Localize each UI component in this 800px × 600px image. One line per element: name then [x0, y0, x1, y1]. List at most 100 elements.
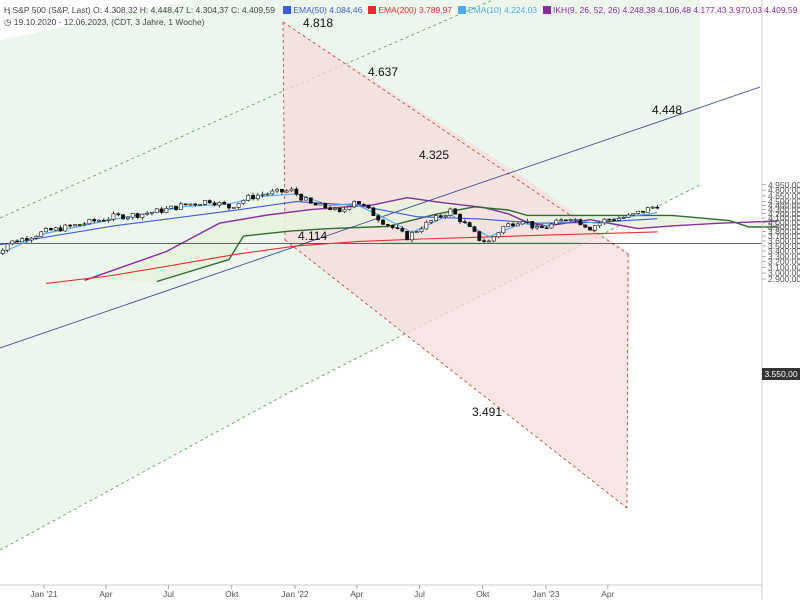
candle-body [294, 188, 299, 195]
candle-body [655, 206, 660, 209]
candle-body [231, 207, 236, 209]
y-tick-label: 3.100,00 [768, 262, 800, 272]
candle-body [24, 238, 29, 241]
candle-body [5, 243, 10, 251]
candle-body [299, 193, 304, 201]
candle-body [207, 200, 212, 204]
candle-body [116, 213, 121, 216]
candle-body [227, 203, 231, 209]
candle-body [520, 221, 525, 225]
candle-body [636, 210, 641, 214]
candle-body [313, 202, 318, 206]
candle-body [414, 231, 419, 233]
candle-body [337, 208, 342, 213]
candle-body [29, 237, 34, 241]
candle-body [77, 224, 82, 226]
candle-body [265, 193, 270, 196]
candle-body [260, 193, 265, 196]
candle-body [602, 218, 607, 224]
candle-body [20, 238, 24, 243]
ichimoku-span-a [84, 196, 778, 281]
candle-body [467, 222, 472, 228]
candle-body [63, 224, 68, 232]
candle-body [530, 221, 535, 229]
candle-body [410, 232, 414, 241]
candle-body [645, 207, 650, 213]
candle-body [621, 217, 626, 219]
y-tick-label: 4.500,00 [768, 197, 800, 207]
price-annotation: 4.448 [652, 103, 682, 117]
y-tick-label: 3.700,00 [768, 231, 800, 241]
clock-icon: ◷ [4, 17, 12, 27]
candle-body [236, 203, 241, 208]
candle-body [318, 203, 323, 206]
candle-body [607, 218, 612, 221]
candle-body [39, 231, 44, 237]
candle-body [583, 224, 588, 228]
y-tick-label: 4.200,00 [768, 209, 800, 219]
y-tick-label: 4.000,00 [768, 217, 800, 227]
candle-body [174, 205, 178, 210]
candle-body [121, 214, 125, 220]
candle-body [73, 224, 77, 227]
falling-channel-lower [284, 239, 628, 509]
x-tick-label: Jan '22 [281, 589, 308, 599]
y-tick-label: 3.400,00 [768, 246, 800, 256]
candle-body [482, 240, 487, 242]
candle-body [82, 223, 87, 226]
candle-body [68, 224, 73, 227]
candle-body [183, 203, 188, 206]
candle-body [352, 201, 357, 208]
indicator-label: EMA(200) 3.789,97 [378, 5, 453, 15]
ohlc-values: O: 4.308,32 H: 4.448,47 L: 4.304,37 C: 4… [93, 5, 275, 15]
y-tick-label: 3.600,00 [768, 236, 800, 246]
candle-body [222, 201, 227, 205]
candle-body [612, 219, 616, 221]
candle-body [376, 215, 381, 221]
price-annotation: 3.491 [472, 405, 502, 419]
candle-body [328, 207, 332, 210]
candle-body [616, 218, 621, 221]
indicator-label: IKH(9, 26, 52, 26) 4.248,38 4.106,48 4.1… [553, 5, 798, 15]
candle-body [501, 226, 506, 234]
chart-legend: Ⱨ S&P 500 (S&P, Last) O: 4.308,32 H: 4.4… [4, 4, 797, 28]
candle-body [241, 200, 246, 204]
candle-body [491, 236, 496, 242]
falling-channel-right [626, 253, 629, 509]
instrument-title: S&P 500 (S&P, Last) [12, 5, 91, 15]
indicator-swatch [458, 6, 467, 14]
candle-body [357, 201, 361, 205]
candle-body [361, 204, 366, 206]
candle-body [275, 188, 280, 192]
indicator-swatch [543, 6, 552, 14]
candle-body [111, 213, 116, 220]
candle-body [448, 208, 453, 216]
candle-body [58, 227, 63, 232]
y-tick-label: 3.300,00 [768, 251, 800, 261]
candle-body [592, 225, 597, 231]
x-tick-label: Okt [476, 589, 490, 599]
candle-body [641, 210, 645, 213]
x-tick-label: Okt [225, 589, 239, 599]
candle-body [150, 211, 154, 214]
candle-body [539, 226, 544, 229]
indicator-swatch [283, 6, 292, 14]
ema50-line [0, 201, 658, 246]
candle-body [650, 206, 655, 209]
candle-body [371, 207, 376, 216]
candle-body [246, 194, 251, 201]
candle-body [453, 208, 458, 215]
candle-body [631, 213, 636, 216]
y-tick-label: 4.100,00 [768, 213, 800, 223]
indicator-label: EMA(10) 4.224,03 [468, 5, 538, 15]
candle-body [438, 215, 443, 218]
candle-body [400, 228, 405, 232]
x-tick-label: Apr [350, 589, 363, 599]
candle-body [419, 228, 424, 232]
candle-body [10, 240, 15, 245]
candle-body [515, 223, 520, 227]
candle-body [385, 224, 390, 226]
y-tick-label: 3.000,00 [768, 268, 800, 278]
